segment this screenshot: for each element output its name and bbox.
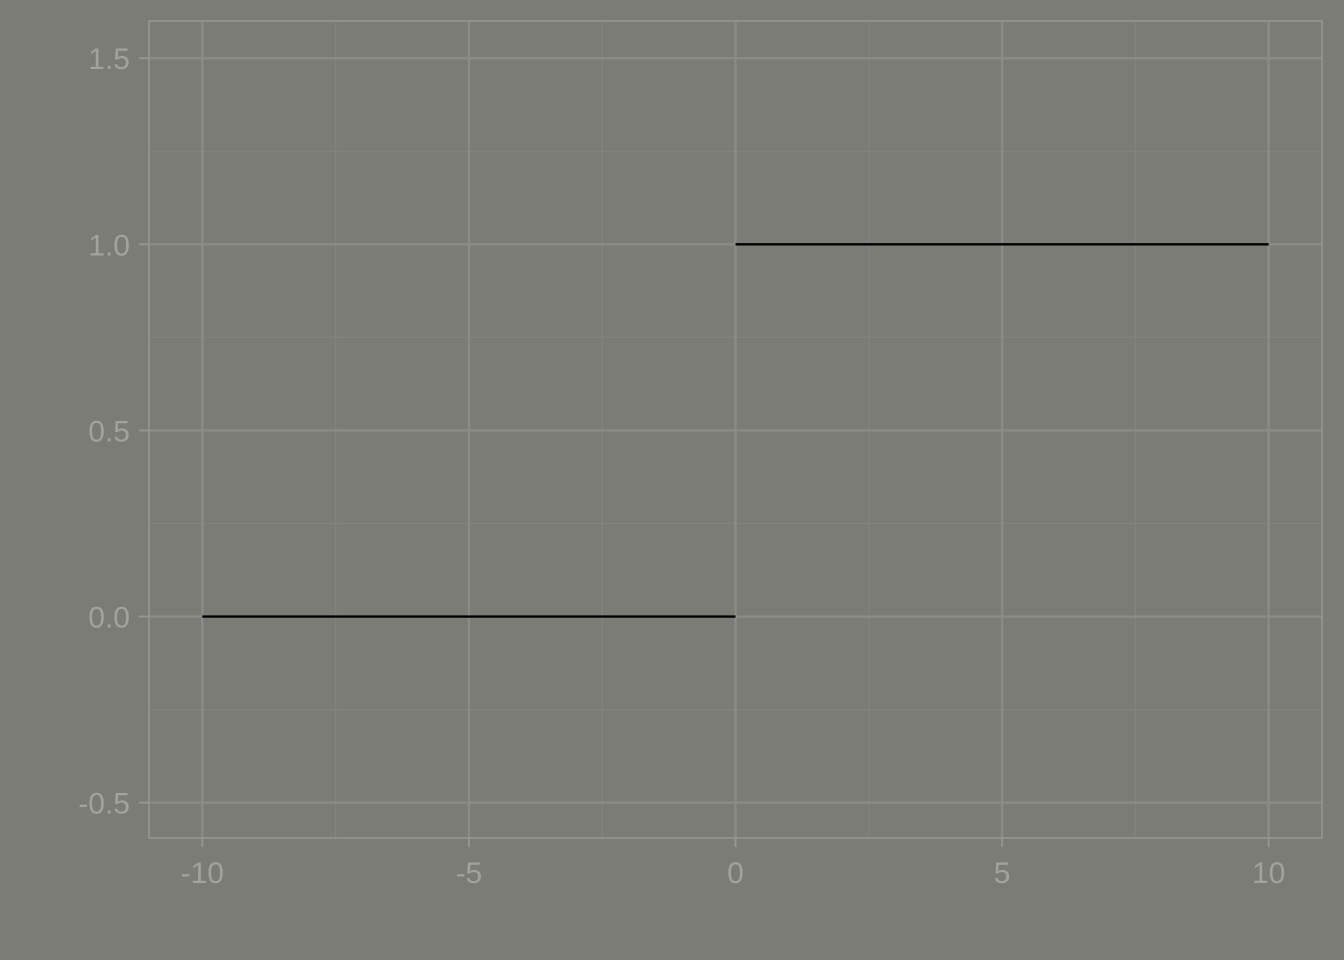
- axis-tick-marks: [139, 57, 1270, 847]
- y-tick-label: 0.0: [88, 602, 130, 635]
- y-tick-label: 1.0: [88, 229, 130, 262]
- y-axis-tick-labels: -0.5 0.0 0.5 1.0 1.5: [78, 43, 130, 820]
- x-axis-tick-labels: -10 -5 0 5 10: [181, 857, 1286, 890]
- y-tick-label: 0.5: [88, 415, 130, 448]
- x-tick-label: -10: [181, 857, 224, 890]
- x-tick-label: 10: [1252, 857, 1285, 890]
- x-tick-label: 0: [727, 857, 744, 890]
- series-lines: [202, 243, 1269, 618]
- y-tick-label: 1.5: [88, 43, 130, 76]
- x-tick-label: -5: [456, 857, 483, 890]
- x-tick-label: 5: [994, 857, 1011, 890]
- y-tick-label: -0.5: [78, 788, 130, 821]
